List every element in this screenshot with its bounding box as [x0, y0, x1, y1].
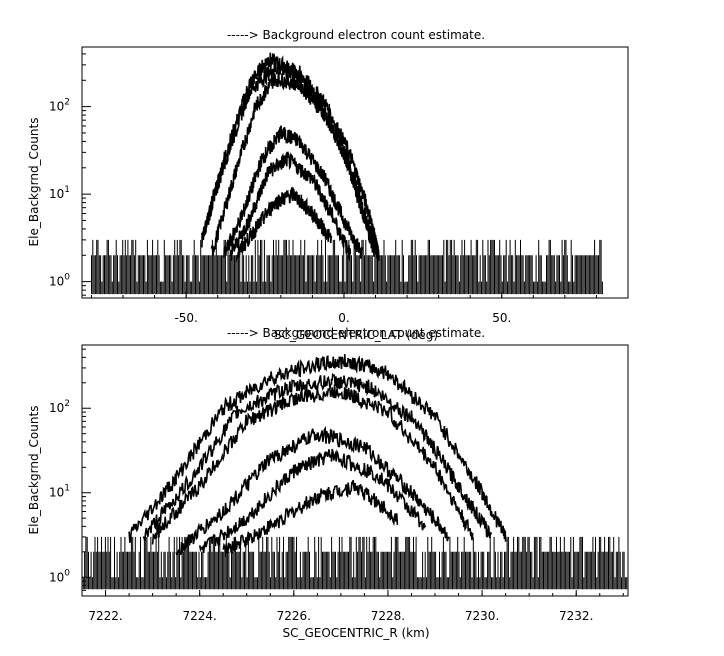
series-line-4: [175, 425, 450, 556]
panel-2-title: -----> Background electron count estimat…: [227, 326, 485, 340]
series-line-3: [210, 72, 380, 259]
panel-latitude: -----> Background electron count estimat…: [27, 28, 629, 342]
panel-2-frame: [81, 344, 629, 597]
y-tick-label: 101: [49, 185, 70, 201]
panel-2-noise-floor: [81, 536, 629, 590]
series-line-2: [142, 372, 493, 542]
noise-floor: [91, 239, 603, 295]
series-line-5: [229, 150, 352, 262]
panel-2-x-ticks: 7222. 7224. 7226. 7228. 7230. 7232.: [81, 590, 624, 623]
series-line-6: [235, 187, 333, 262]
panel-2-series: [128, 354, 507, 558]
panel-2-x-label: SC_GEOCENTRIC_R (km): [283, 626, 430, 640]
panel-radius: -----> Background electron count estimat…: [27, 326, 629, 640]
x-tick-label: -50.: [174, 311, 197, 325]
panel-1-x-ticks: -50. 0. 50.: [90, 292, 629, 325]
series-line-4: [223, 125, 364, 259]
y-tick-label: 100: [49, 568, 70, 584]
x-tick-label: 7230.: [465, 609, 499, 623]
series-line-5: [198, 448, 427, 554]
panel-1-series: [201, 52, 380, 262]
panel-1-frame: [81, 46, 629, 299]
panel-1-noise-floor: [91, 239, 603, 295]
series-line-6: [222, 479, 399, 558]
series-line-2: [201, 61, 380, 261]
x-tick-label: 7224.: [182, 609, 216, 623]
panel-1-x-label: SC_GEOCENTRIC_LAT (deg): [274, 328, 438, 342]
x-tick-label: 7226.: [277, 609, 311, 623]
series-line-1: [128, 354, 507, 543]
y-tick-label: 102: [49, 399, 70, 415]
y-tick-label: 100: [49, 273, 70, 289]
panel-1-y-ticks: 100 101 102: [49, 53, 91, 296]
panel-2-y-label: Ele_Backgrnd_Counts: [27, 406, 41, 535]
x-tick-label: 7228.: [371, 609, 405, 623]
series-line-3: [151, 384, 474, 545]
y-tick-label: 102: [49, 98, 70, 114]
noise-floor: [81, 536, 629, 590]
panel-1-y-label: Ele_Backgrnd_Counts: [27, 118, 41, 247]
x-tick-label: 0.: [338, 311, 349, 325]
y-tick-label: 101: [49, 484, 70, 500]
panel-1-title: -----> Background electron count estimat…: [227, 28, 485, 42]
x-tick-label: 7222.: [88, 609, 122, 623]
x-tick-label: 7232.: [559, 609, 593, 623]
x-tick-label: 50.: [492, 311, 511, 325]
